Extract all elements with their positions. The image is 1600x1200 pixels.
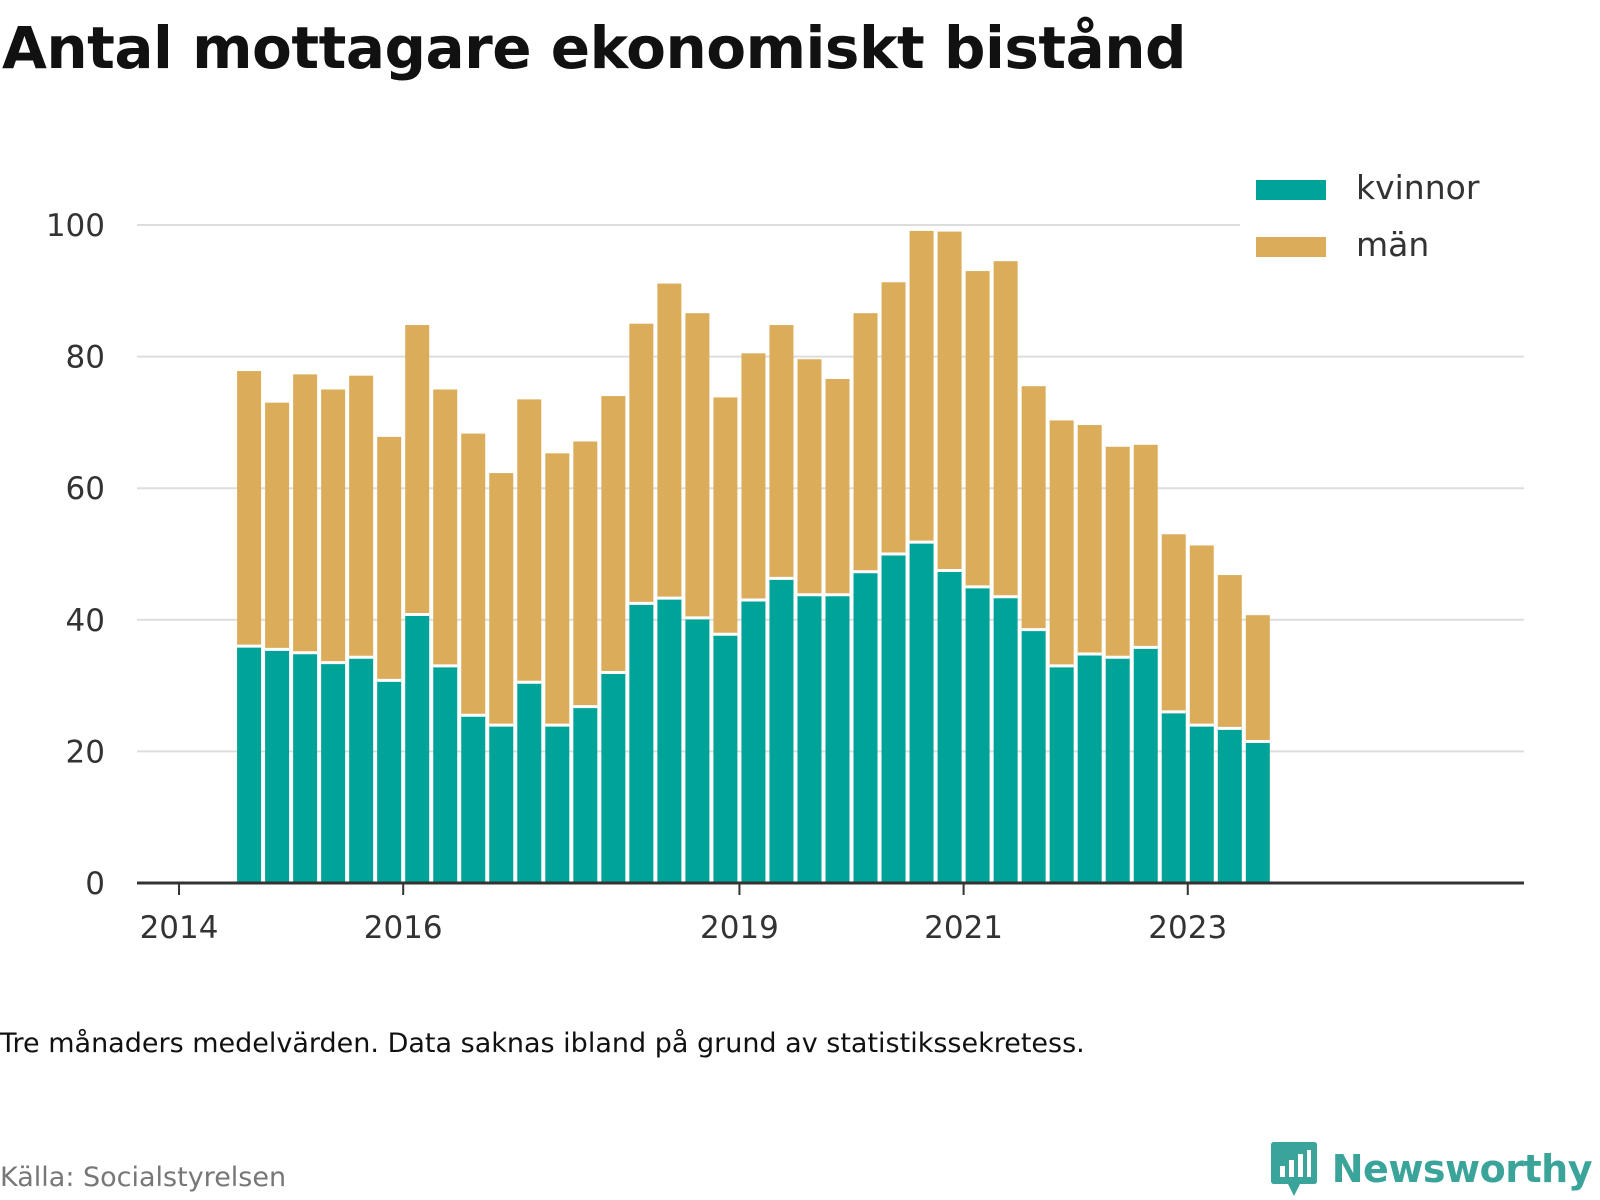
bar-man [237,371,262,647]
bar-man [1161,534,1186,712]
bar-man [433,389,458,666]
bar-man [1077,425,1102,655]
bar-kvinnor [881,554,906,883]
newsworthy-logo-icon [1270,1142,1317,1196]
bar-kvinnor [1105,657,1130,883]
bar-kvinnor [349,657,374,883]
y-tick-label: 20 [66,734,105,770]
brand-name: Newsworthy [1331,1147,1593,1191]
bar-man [265,402,290,650]
bar-kvinnor [1133,647,1158,883]
bar-man [713,397,738,635]
bar-man [1049,420,1074,666]
bar-man [405,325,430,615]
bar-kvinnor [237,646,262,883]
bar-man [993,261,1018,597]
bar-man [909,230,934,543]
bar-kvinnor [1077,654,1102,883]
bar-man [573,441,598,707]
bar-kvinnor [489,725,514,883]
bar-man [377,436,402,681]
bar-kvinnor [1049,665,1074,883]
bar-man [797,359,822,595]
bar-man [881,282,906,554]
stacked-bar-chart: 0 20 40 60 80 100 2014 2016 2019 2021 2023 kvinnor… [46,168,1530,946]
x-tick-label: 2023 [1148,910,1227,946]
legend-label: män [1356,225,1429,264]
bar-kvinnor [1217,728,1242,883]
y-tick-label: 60 [66,471,105,507]
bar-kvinnor [965,586,990,883]
bar-man [545,453,570,726]
bar-kvinnor [517,682,542,883]
bar-kvinnor [909,542,934,883]
bar-kvinnor [685,617,710,883]
chart-note: Tre månaders medelvärden. Data saknas ib… [0,1028,1085,1059]
bar-kvinnor [321,662,346,883]
bar-man [1021,386,1046,630]
y-tick-label: 80 [66,340,105,376]
bar-man [517,399,542,683]
legend-swatch [1256,180,1326,200]
bar-man [1133,444,1158,648]
bar-kvinnor [797,594,822,883]
bar-man [965,271,990,587]
bar-man [293,374,318,653]
bar-kvinnor [1189,725,1214,883]
x-tick-label: 2014 [140,910,219,946]
bar-kvinnor [573,706,598,883]
bar-kvinnor [293,652,318,883]
bar-man [769,325,794,579]
bar-man [937,231,962,571]
bar-man [601,396,626,673]
bar-man [825,378,850,595]
bar-kvinnor [1161,711,1186,883]
source-text: Källa: Socialstyrelsen [0,1162,287,1193]
bar-kvinnor [545,725,570,883]
bar-kvinnor [629,603,654,883]
y-tick-label: 0 [85,866,105,902]
bar-kvinnor [461,715,486,883]
bar-kvinnor [433,665,458,883]
bar-kvinnor [741,600,766,883]
y-tick-label: 40 [66,603,105,639]
bar-man [657,283,682,599]
bar-kvinnor [713,634,738,883]
legend-label: kvinnor [1356,168,1480,207]
bar-kvinnor [769,578,794,883]
bar-man [629,323,654,604]
bar-kvinnor [377,680,402,883]
bar-man [741,353,766,601]
chart-title: Antal mottagare ekonomiskt bistånd [2,14,1187,82]
bar-kvinnor [993,596,1018,883]
bar-man [853,313,878,572]
bar-kvinnor [405,614,430,883]
bar-man [461,433,486,716]
bar-man [1217,575,1242,729]
bar-man [685,313,710,618]
bar-kvinnor [937,570,962,883]
bar-man [321,389,346,663]
bar-kvinnor [1021,629,1046,883]
bar-man [1189,545,1214,726]
x-tick-label: 2019 [700,910,779,946]
bars [237,230,1270,883]
bar-kvinnor [1245,741,1270,883]
bar-kvinnor [825,594,850,883]
y-tick-label: 100 [46,208,105,244]
bar-kvinnor [265,649,290,883]
brand-logo: Newsworthy [1270,1140,1593,1198]
legend: kvinnor män [1240,168,1530,272]
axes: 0 20 40 60 80 100 2014 2016 2019 2021 2023 [46,208,1524,946]
bar-man [349,375,374,658]
x-tick-label: 2021 [924,910,1003,946]
bar-kvinnor [657,598,682,883]
x-tick-label: 2016 [364,910,443,946]
legend-swatch [1256,237,1326,257]
bar-man [1245,615,1270,742]
bar-kvinnor [601,672,626,883]
bar-man [489,473,514,726]
bar-man [1105,446,1130,658]
bar-kvinnor [853,571,878,883]
